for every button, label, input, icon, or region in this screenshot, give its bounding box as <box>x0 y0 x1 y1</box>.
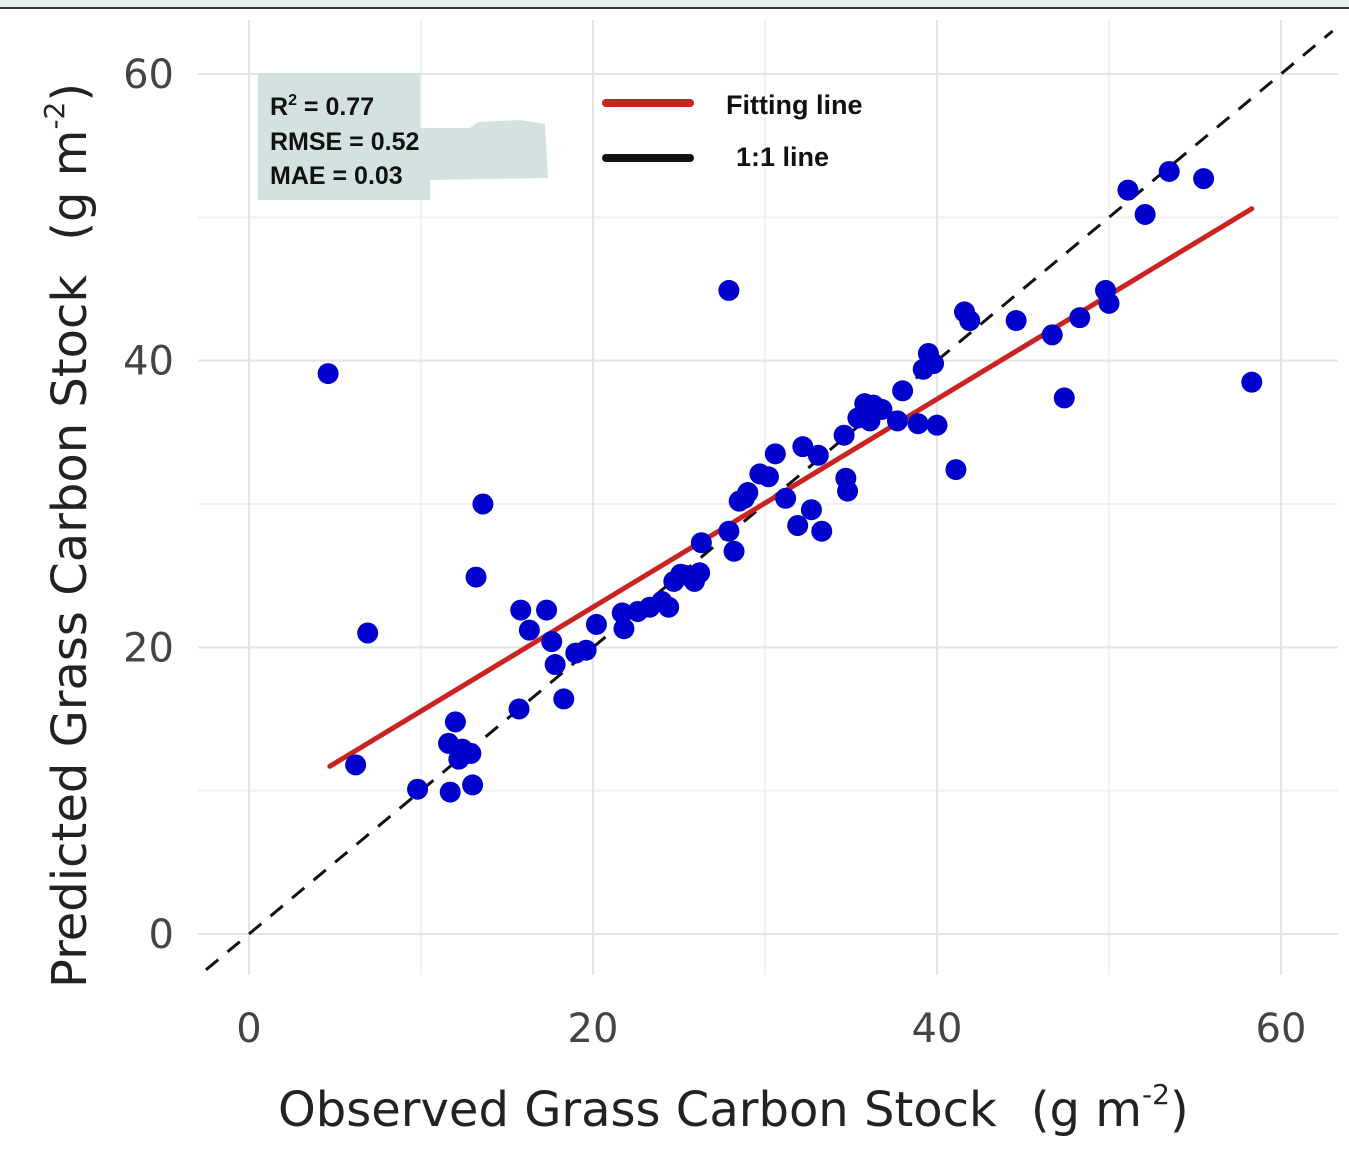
y-axis-title: Predicted Grass Carbon Stock(g m-2) <box>38 83 98 988</box>
data-point <box>317 363 339 385</box>
data-point <box>508 698 530 720</box>
data-point <box>737 482 759 504</box>
tick-labels: 0 20 40 60 0 20 40 60 <box>123 52 1306 1052</box>
data-point <box>1098 292 1120 314</box>
x-tick-label: 60 <box>1256 1006 1307 1052</box>
data-point <box>690 532 712 554</box>
data-point <box>575 639 597 661</box>
x-tick-label: 0 <box>236 1006 261 1052</box>
data-point <box>444 711 466 733</box>
x-axis-title: Observed Grass Carbon Stock (g m-2) <box>278 1078 1189 1138</box>
data-point <box>1005 310 1027 332</box>
data-point <box>907 413 929 435</box>
data-point <box>1069 307 1091 329</box>
y-tick-label: 0 <box>149 912 174 958</box>
data-point <box>585 613 607 635</box>
data-point <box>613 618 635 640</box>
data-point <box>518 619 540 641</box>
data-point <box>926 414 948 436</box>
x-tick-label: 40 <box>912 1006 963 1052</box>
data-point <box>792 436 814 458</box>
data-point <box>460 742 482 764</box>
rmse-label: RMSE = 0.52 <box>270 128 419 156</box>
data-points <box>317 160 1263 803</box>
data-point <box>1041 324 1063 346</box>
data-point <box>718 520 740 542</box>
legend: Fitting line 1:1 line <box>602 90 862 172</box>
y-tick-label: 60 <box>123 52 174 98</box>
data-point <box>923 353 945 375</box>
mae-label: MAE = 0.03 <box>270 162 403 190</box>
data-point <box>837 480 859 502</box>
data-point <box>544 654 566 676</box>
data-point <box>689 562 711 584</box>
data-point <box>807 444 829 466</box>
legend-one-to-one-label: 1:1 line <box>736 142 829 172</box>
data-point <box>439 781 461 803</box>
data-point <box>658 596 680 618</box>
fitting-line <box>327 206 1255 769</box>
data-point <box>407 778 429 800</box>
x-tick-label: 20 <box>568 1006 619 1052</box>
data-point <box>871 398 893 420</box>
data-point <box>833 424 855 446</box>
data-point <box>465 566 487 588</box>
data-point <box>472 493 494 515</box>
data-point <box>959 310 981 332</box>
data-point <box>1053 387 1075 409</box>
data-point <box>764 443 786 465</box>
data-point <box>787 515 809 536</box>
data-point <box>462 774 484 796</box>
data-point <box>345 754 367 776</box>
data-point <box>1117 179 1139 201</box>
data-point <box>757 466 779 488</box>
data-point <box>1134 203 1156 225</box>
data-point <box>1158 160 1180 182</box>
data-point <box>611 602 633 624</box>
data-point <box>723 540 745 562</box>
y-tick-label: 40 <box>123 339 174 385</box>
fitting-line-layer <box>327 206 1255 769</box>
data-point <box>553 688 575 710</box>
data-point <box>718 279 740 301</box>
data-point <box>1241 371 1263 393</box>
data-point <box>536 599 558 621</box>
data-point <box>541 631 563 653</box>
data-point <box>811 520 833 542</box>
data-point <box>775 487 797 509</box>
stats-box: R2 = 0.77 RMSE = 0.52 MAE = 0.03 <box>258 73 548 200</box>
r-squared-label: R2 = 0.77 <box>270 92 374 121</box>
data-point <box>800 499 822 521</box>
data-point <box>357 622 379 644</box>
stats-box-background <box>258 73 548 200</box>
data-point <box>1193 168 1215 190</box>
y-tick-label: 20 <box>123 625 174 671</box>
window-top-strip <box>0 0 1349 9</box>
data-point <box>945 459 967 481</box>
data-point <box>886 410 908 432</box>
data-point <box>510 599 532 621</box>
data-point <box>892 380 914 402</box>
legend-fitting-line-label: Fitting line <box>726 90 862 120</box>
